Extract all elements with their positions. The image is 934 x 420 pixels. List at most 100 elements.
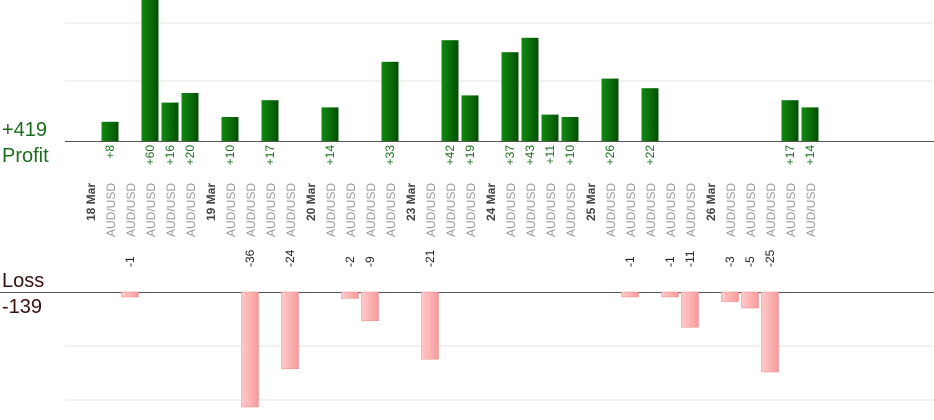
profit-bar (561, 117, 579, 141)
loss-value-label: -5 (743, 256, 757, 267)
loss-value-label: -2 (343, 256, 357, 267)
loss-bar (241, 291, 259, 408)
pair-label: AUD/USD (324, 183, 338, 237)
loss-bar (341, 291, 359, 299)
loss-total: -139 (2, 296, 43, 318)
profit-bar (221, 117, 239, 141)
loss-value-label: -9 (363, 256, 377, 267)
loss-bar (281, 291, 299, 370)
pair-label: AUD/USD (564, 183, 578, 237)
profit-bar (461, 95, 479, 141)
loss-bar (361, 291, 379, 322)
pair-label: AUD/USD (524, 183, 538, 237)
profit-value-label: +60 (143, 145, 157, 166)
date-label: 20 Mar (304, 183, 318, 221)
pair-label: AUD/USD (764, 183, 778, 237)
profit-value-label: +17 (263, 145, 277, 166)
pair-label: AUD/USD (784, 183, 798, 237)
loss-value-label: -21 (423, 249, 437, 267)
pair-label: AUD/USD (624, 183, 638, 237)
pair-label: AUD/USD (224, 183, 238, 237)
pair-label: AUD/USD (684, 183, 698, 237)
pair-label: AUD/USD (284, 183, 298, 237)
profit-value-label: +43 (523, 145, 537, 166)
pair-label: AUD/USD (424, 183, 438, 237)
pair-label: AUD/USD (364, 183, 378, 237)
profit-bar (181, 93, 199, 141)
loss-bar (121, 291, 139, 298)
profit-value-label: +33 (383, 145, 397, 166)
loss-bar (681, 291, 699, 328)
date-label: 25 Mar (584, 183, 598, 221)
profit-bar (141, 0, 159, 141)
pair-label: AUD/USD (444, 183, 458, 237)
loss-bar (661, 291, 679, 298)
pair-label: AUD/USD (804, 183, 818, 237)
profit-bar (161, 102, 179, 141)
profit-bar (381, 61, 399, 141)
profit-bar (321, 107, 339, 141)
date-label: 26 Mar (704, 183, 718, 221)
loss-label: Loss (2, 270, 45, 292)
profit-value-label: +8 (103, 145, 117, 159)
pair-label: AUD/USD (464, 183, 478, 237)
profit-bar (501, 52, 519, 142)
profit-bar (441, 40, 459, 142)
profit-bar (641, 88, 659, 141)
loss-value-label: -1 (123, 256, 137, 267)
pair-label: AUD/USD (724, 183, 738, 237)
pair-label: AUD/USD (604, 183, 618, 237)
profit-bar (261, 100, 279, 141)
loss-value-label: -25 (763, 249, 777, 267)
pair-label: AUD/USD (644, 183, 658, 237)
pair-label: AUD/USD (164, 183, 178, 237)
loss-value-label: -11 (683, 250, 697, 267)
loss-bar (741, 291, 759, 309)
profit-value-label: +26 (603, 145, 617, 166)
loss-value-label: -3 (723, 256, 737, 267)
profit-bar (521, 37, 539, 141)
pair-label: AUD/USD (184, 183, 198, 237)
loss-bar (761, 291, 779, 373)
loss-value-label: -36 (243, 249, 257, 267)
pair-label: AUD/USD (124, 183, 138, 237)
profit-bar (781, 100, 799, 141)
profit-value-label: +17 (783, 145, 797, 166)
profit-value-label: +10 (563, 145, 577, 166)
profit-bar (801, 107, 819, 141)
profit-value-label: +22 (643, 145, 657, 166)
loss-value-label: -1 (623, 256, 637, 267)
profit-value-label: +19 (463, 145, 477, 166)
profit-value-label: +14 (323, 145, 337, 166)
profit-bar (101, 121, 119, 141)
loss-bar (621, 291, 639, 298)
profit-value-label: +10 (223, 145, 237, 166)
profit-value-label: +37 (503, 145, 517, 166)
pair-label: AUD/USD (384, 183, 398, 237)
pair-label: AUD/USD (344, 183, 358, 237)
profit-value-label: +42 (443, 145, 457, 166)
loss-value-label: -24 (283, 249, 297, 267)
profit-bar (541, 114, 559, 141)
pair-label: AUD/USD (144, 183, 158, 237)
date-label: 19 Mar (204, 183, 218, 221)
date-label: 23 Mar (404, 183, 418, 221)
pair-label: AUD/USD (664, 183, 678, 237)
date-label: 24 Mar (484, 183, 498, 221)
profit-value-label: +11 (543, 145, 557, 165)
pair-label: AUD/USD (744, 183, 758, 237)
profit-value-label: +16 (163, 145, 177, 166)
loss-bar (721, 291, 739, 302)
profit-value-label: +14 (803, 145, 817, 166)
date-label: 18 Mar (84, 183, 98, 221)
profit-value-label: +20 (183, 145, 197, 166)
pair-label: AUD/USD (544, 183, 558, 237)
profit-total: +419 (2, 119, 48, 141)
profit-bar (601, 78, 619, 141)
pair-label: AUD/USD (264, 183, 278, 237)
pair-label: AUD/USD (104, 183, 118, 237)
pair-label: AUD/USD (504, 183, 518, 237)
pair-label: AUD/USD (244, 183, 258, 237)
loss-value-label: -1 (663, 256, 677, 267)
